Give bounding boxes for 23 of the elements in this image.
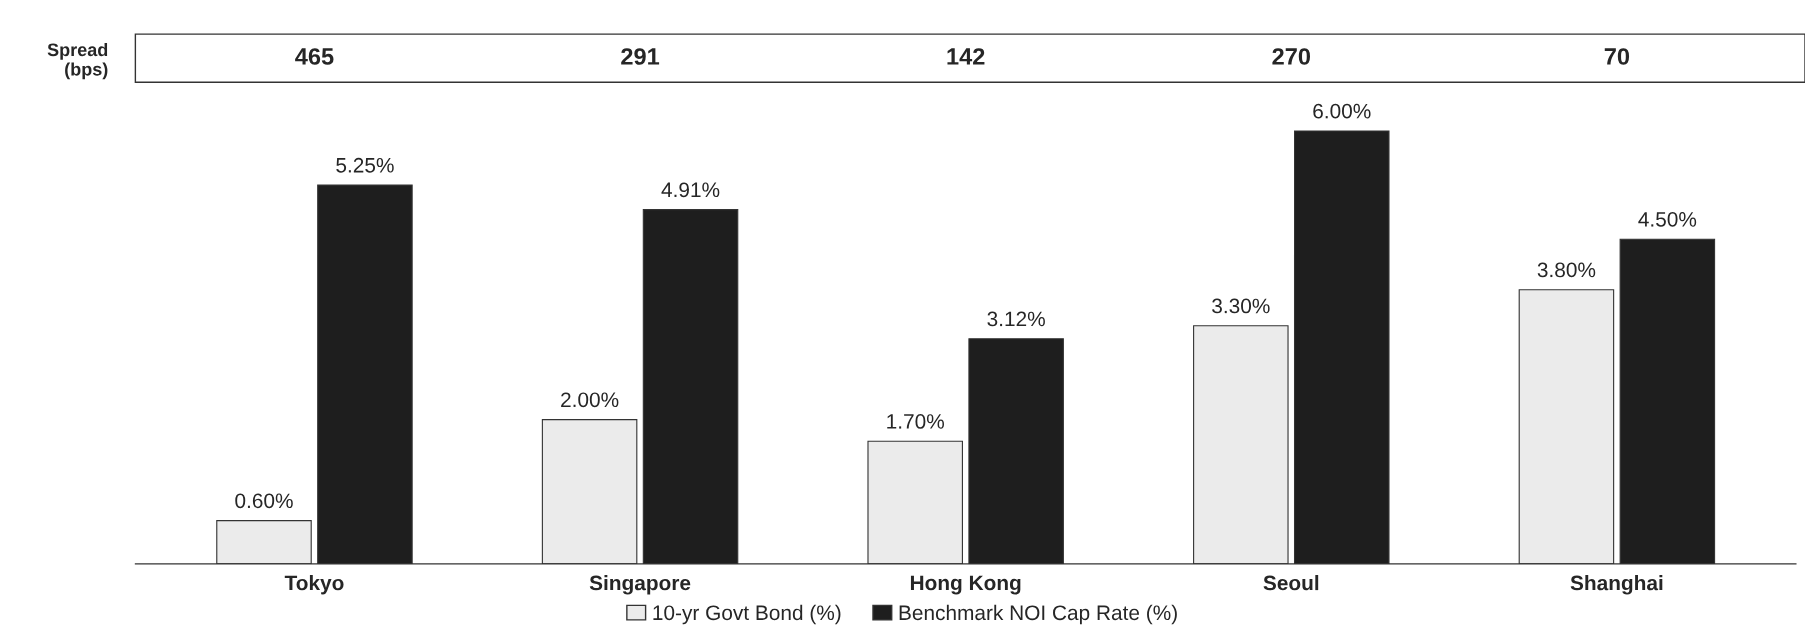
data-label: 2.00% bbox=[561, 392, 619, 408]
data-label: 0.60% bbox=[235, 493, 293, 509]
data-label: 3.12% bbox=[987, 311, 1045, 327]
text: 270 bbox=[1272, 48, 1311, 65]
data-label: 4.50% bbox=[1638, 211, 1697, 227]
data-label: 3.80% bbox=[1537, 262, 1596, 278]
text: Spread (bps) bbox=[47, 42, 108, 80]
data-label: 1.70% bbox=[887, 414, 944, 429]
data-label: 3.30% bbox=[1212, 298, 1270, 314]
x-tick-label: Hong Kong bbox=[910, 575, 1021, 595]
legend-label: Benchmark NOI Cap Rate (%) bbox=[899, 604, 1177, 625]
text: 142 bbox=[947, 48, 985, 65]
text: 70 bbox=[1604, 48, 1630, 65]
text: 465 bbox=[295, 48, 334, 65]
data-label: 4.91% bbox=[661, 182, 720, 198]
x-tick-label: Shanghai bbox=[1570, 575, 1663, 595]
x-tick-label: Singapore bbox=[589, 575, 691, 595]
x-tick-label: Seoul bbox=[1263, 575, 1319, 591]
data-label: 6.00% bbox=[1313, 103, 1371, 119]
x-tick-label: Tokyo bbox=[284, 575, 344, 595]
text: 291 bbox=[621, 48, 660, 65]
data-label: 5.25% bbox=[336, 157, 394, 173]
legend-label: 10-yr Govt Bond (%) bbox=[653, 604, 841, 625]
